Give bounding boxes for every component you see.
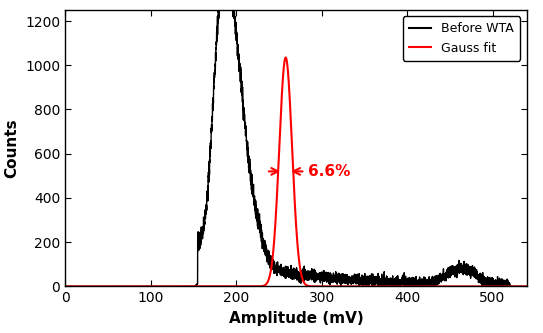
Legend: Before WTA, Gauss fit: Before WTA, Gauss fit (403, 16, 520, 61)
Y-axis label: Counts: Counts (5, 118, 20, 178)
Text: 6.6%: 6.6% (308, 164, 350, 179)
X-axis label: Amplitude (mV): Amplitude (mV) (229, 311, 363, 326)
